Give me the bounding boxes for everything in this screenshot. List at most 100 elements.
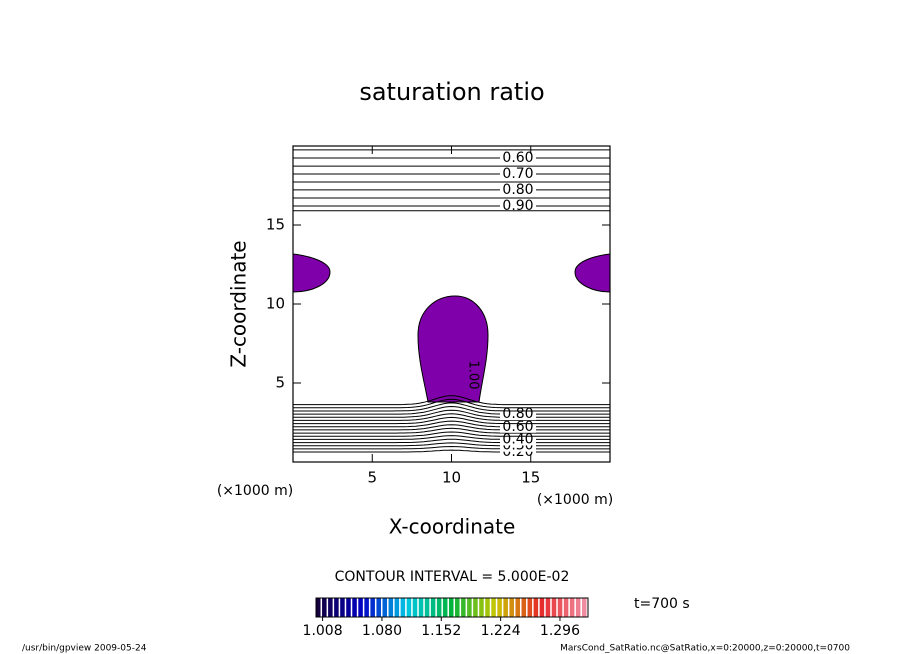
shaded-region: [417, 295, 489, 403]
footer-right: MarsCond_SatRatio.nc@SatRatio,x=0:20000,…: [560, 644, 850, 654]
shaded-region: [574, 253, 611, 293]
colorbar-swatch: [430, 598, 436, 617]
colorbar-tick-label: 1.008: [303, 623, 343, 639]
contour-line: [293, 445, 610, 450]
colorbar-swatch: [322, 598, 327, 617]
contour-line: [293, 395, 610, 406]
colorbar-swatch: [352, 598, 357, 617]
colorbar-swatch: [473, 598, 478, 617]
colorbar-swatch: [515, 598, 520, 617]
colorbar-tick-label: 1.152: [421, 623, 461, 639]
colorbar-swatch: [551, 598, 557, 617]
contour-line: [293, 420, 610, 428]
colorbar-tick-label: 1.224: [481, 623, 521, 639]
y-axis-label: Z-coordinate: [227, 240, 251, 367]
colorbar-swatch: [497, 598, 502, 617]
contour-line: [293, 435, 610, 440]
contour-line: [293, 442, 610, 447]
colorbar-swatch: [376, 598, 381, 617]
colorbar-swatch: [364, 598, 369, 617]
colorbar-swatch: [557, 598, 563, 617]
contour-label: 0.60: [502, 419, 533, 435]
contour-line: [293, 402, 610, 412]
footer-left: /usr/bin/gpview 2009-05-24: [22, 644, 147, 654]
shaded-region: [292, 253, 331, 293]
colorbar-swatch: [545, 598, 551, 617]
contour-line: [293, 416, 610, 425]
contour-label: 1.00: [466, 361, 481, 390]
contour-label-bg: [500, 167, 536, 180]
colorbar-swatch: [521, 598, 527, 617]
contour-label: 0.40: [502, 431, 533, 447]
colorbar-swatch: [533, 598, 539, 617]
colorbar-swatch: [316, 598, 321, 617]
colorbar-tick-label: 1.080: [362, 623, 402, 639]
contour-label: 0.70: [502, 166, 533, 182]
y-tick-label: 5: [275, 374, 285, 392]
time-label: t=700 s: [634, 596, 690, 612]
colorbar: 1.008 1.080 1.152 1.224 1.296: [303, 597, 589, 639]
colorbar-swatch: [479, 598, 484, 617]
colorbar-swatch: [358, 598, 363, 617]
colorbar-swatch: [370, 598, 375, 617]
contour-interval: CONTOUR INTERVAL = 5.000E-02: [335, 569, 570, 585]
colorbar-swatch: [527, 598, 533, 617]
colorbar-swatch: [569, 598, 575, 617]
colorbar-swatch: [394, 598, 400, 617]
contour-label: 0.80: [502, 182, 533, 198]
colorbar-swatch: [340, 598, 345, 617]
colorbar-swatch: [442, 598, 448, 617]
colorbar-swatch: [485, 598, 490, 617]
chart-title: saturation ratio: [359, 78, 544, 106]
y-tick-label: 15: [266, 216, 285, 234]
colorbar-swatch: [334, 598, 339, 617]
colorbar-swatch: [400, 598, 406, 617]
contour-label-bg: [500, 200, 536, 213]
colorbar-swatch: [581, 598, 587, 617]
colorbar-swatch: [455, 598, 460, 617]
colorbar-swatch: [346, 598, 351, 617]
colorbar-swatch: [575, 598, 581, 617]
contour-line: [293, 424, 610, 431]
colorbar-swatch: [436, 598, 442, 617]
x-tick-label: 10: [442, 469, 461, 487]
contour-label: 0.90: [502, 198, 533, 214]
contour-label: 0.60: [502, 150, 533, 166]
colorbar-swatch: [418, 598, 424, 617]
contour-label-bg: [500, 183, 536, 196]
plot-area: 1.000.600.700.800.900.200.300.400.600.80: [292, 149, 611, 460]
contour-label-bg: [500, 152, 536, 165]
colorbar-swatch: [328, 598, 333, 617]
x-tick-label: 5: [367, 469, 377, 487]
colorbar-swatch: [503, 598, 508, 617]
x-tick-label: 15: [521, 469, 540, 487]
contour-line: [293, 427, 610, 434]
colorbar-swatch: [539, 598, 545, 617]
x-axis-label: X-coordinate: [389, 515, 516, 539]
colorbar-swatch: [412, 598, 418, 617]
contour-label: 0.80: [502, 406, 533, 422]
contour-line: [293, 398, 610, 409]
y-tick-label: 10: [266, 295, 285, 313]
colorbar-swatch: [388, 598, 394, 617]
colorbar-swatch: [424, 598, 430, 617]
contour-line: [293, 405, 610, 415]
colorbar-swatch: [563, 598, 569, 617]
x-unit: (×1000 m): [537, 492, 613, 508]
colorbar-swatch: [461, 598, 466, 617]
colorbar-swatch: [448, 598, 454, 617]
colorbar-swatch: [509, 598, 514, 617]
colorbar-frame: [315, 597, 589, 618]
contour-line: [293, 409, 610, 418]
contour-line: [293, 413, 610, 421]
contour-line: [293, 438, 610, 444]
colorbar-tick-label: 1.296: [540, 623, 580, 639]
colorbar-swatch: [491, 598, 496, 617]
contour-line: [293, 449, 610, 453]
colorbar-swatch: [467, 598, 472, 617]
colorbar-swatch: [382, 598, 388, 617]
colorbar-swatch: [406, 598, 412, 617]
y-unit: (×1000 m): [217, 483, 293, 499]
contour-line: [293, 431, 610, 437]
